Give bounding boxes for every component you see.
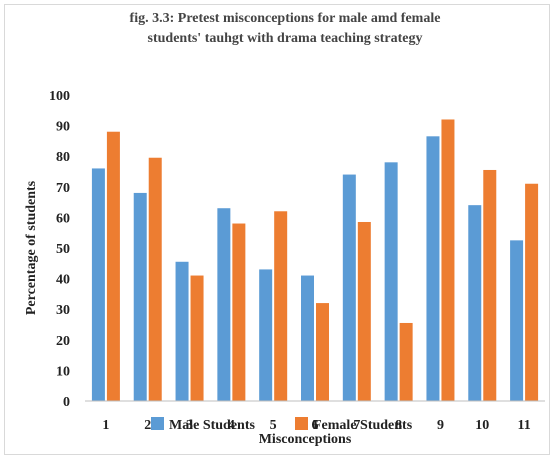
x-tick-label: 6 bbox=[312, 418, 319, 433]
chart-title-line-2: students' tauhgt with drama teaching str… bbox=[147, 31, 423, 46]
x-tick-label: 2 bbox=[144, 418, 151, 433]
bar-male-11 bbox=[510, 240, 524, 401]
x-tick-label: 3 bbox=[186, 418, 193, 433]
bars bbox=[91, 119, 539, 401]
x-tick-label: 8 bbox=[395, 418, 402, 433]
x-tick-label: 7 bbox=[353, 418, 360, 433]
legend-swatch-male bbox=[151, 417, 164, 430]
y-tick-label: 80 bbox=[56, 150, 70, 165]
bar-female-9 bbox=[441, 119, 455, 401]
bar-female-4 bbox=[232, 223, 246, 401]
chart-figure: fig. 3.3: Pretest misconceptions for mal… bbox=[4, 4, 550, 455]
y-axis-ticks: 0 10 20 30 40 50 60 70 80 90 100 bbox=[49, 89, 70, 410]
x-tick-label: 1 bbox=[102, 418, 109, 433]
bar-female-7 bbox=[357, 221, 371, 401]
bar-female-6 bbox=[316, 303, 329, 401]
y-tick-label: 20 bbox=[56, 334, 70, 349]
bar-chart: 0 10 20 30 40 50 60 70 80 90 100 1 2 3 4 5 6 7 8 9 10 11 Per… bbox=[24, 89, 545, 447]
y-tick-label: 70 bbox=[56, 181, 70, 196]
bar-male-5 bbox=[259, 269, 273, 401]
legend-swatch-female bbox=[295, 417, 308, 430]
y-tick-label: 60 bbox=[56, 211, 70, 226]
y-tick-label: 40 bbox=[56, 273, 70, 288]
bar-male-10 bbox=[468, 205, 482, 401]
bar-female-10 bbox=[483, 169, 497, 401]
bar-male-3 bbox=[175, 261, 189, 401]
x-tick-label: 4 bbox=[228, 418, 235, 433]
bar-female-11 bbox=[525, 183, 539, 401]
y-axis-title: Percentage of students bbox=[24, 180, 39, 315]
y-tick-label: 50 bbox=[56, 242, 70, 257]
bar-male-2 bbox=[133, 192, 147, 401]
y-tick-label: 90 bbox=[56, 120, 70, 135]
chart-title: fig. 3.3: Pretest misconceptions for mal… bbox=[45, 9, 525, 49]
y-tick-label: 0 bbox=[63, 395, 70, 410]
bar-male-8 bbox=[384, 162, 398, 401]
legend: Male Students Female Students bbox=[151, 417, 413, 433]
bar-female-1 bbox=[106, 131, 120, 401]
bar-male-9 bbox=[426, 136, 440, 401]
x-axis-ticks: 1 2 3 4 5 6 7 8 9 10 11 bbox=[102, 418, 530, 433]
bar-female-3 bbox=[190, 275, 204, 401]
bar-male-6 bbox=[301, 275, 314, 401]
bar-female-5 bbox=[274, 211, 288, 401]
bar-male-4 bbox=[217, 208, 231, 401]
chart-title-line-1: fig. 3.3: Pretest misconceptions for mal… bbox=[129, 11, 441, 26]
y-tick-label: 30 bbox=[56, 303, 70, 318]
x-tick-label: 11 bbox=[517, 418, 530, 433]
bar-female-8 bbox=[399, 322, 413, 401]
y-tick-label: 10 bbox=[56, 364, 70, 379]
bar-female-2 bbox=[148, 157, 162, 401]
x-tick-label: 9 bbox=[437, 418, 444, 433]
legend-label-male: Male Students bbox=[169, 418, 256, 433]
y-tick-label: 100 bbox=[49, 89, 70, 104]
legend-label-female: Female Students bbox=[313, 418, 413, 433]
bar-male-1 bbox=[91, 168, 105, 401]
x-axis-title: Misconceptions bbox=[259, 432, 352, 447]
x-tick-label: 10 bbox=[475, 418, 489, 433]
x-tick-label: 5 bbox=[270, 418, 277, 433]
bar-male-7 bbox=[342, 174, 356, 401]
